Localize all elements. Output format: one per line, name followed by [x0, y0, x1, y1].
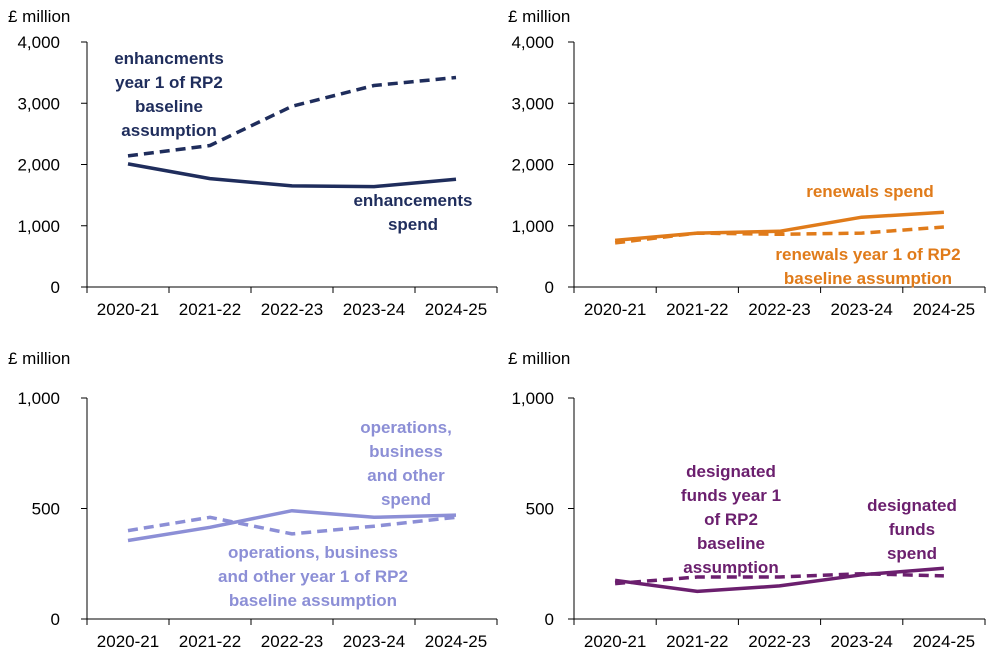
y-tick-label: 3,000 [511, 94, 554, 113]
y-tick-label: 0 [51, 278, 60, 297]
x-tick-label: 2021-22 [666, 300, 728, 319]
y-axis-unit-label: £ million [508, 7, 570, 26]
y-tick-label: 0 [545, 278, 554, 297]
y-tick-label: 4,000 [511, 33, 554, 52]
x-tick-label: 2024-25 [913, 632, 975, 651]
y-tick-label: 1,000 [511, 217, 554, 236]
series-annotation-label: operations, business and other year 1 of … [218, 543, 408, 610]
series-line-spend [127, 162, 457, 189]
series-line-baseline-assumption [127, 515, 457, 536]
series-annotation-label: renewals spend [806, 182, 934, 201]
x-tick-label: 2022-23 [748, 632, 810, 651]
series-annotation-label: enhancements spend [353, 191, 472, 234]
chart-panel-3: £ million 0 500 1,000 2020-21 2021-22 2022-23 2… [8, 349, 498, 651]
x-tick-label: 2023-24 [343, 300, 405, 319]
chart-panel-1: £ million 0 1,000 2,000 3,000 4,000 2020-21 202… [8, 7, 498, 319]
x-tick-label: 2020-21 [97, 300, 159, 319]
x-tick-label: 2021-22 [179, 632, 241, 651]
series-annotation-label: operations, business and other spend [360, 418, 452, 509]
x-tick-label: 2023-24 [343, 632, 405, 651]
y-tick-label: 500 [526, 500, 554, 519]
y-tick-label: 1,000 [17, 389, 60, 408]
series-annotation-label: designated funds spend [867, 496, 957, 563]
series-line-baseline-assumption [127, 75, 457, 158]
y-tick-label: 1,000 [511, 389, 554, 408]
x-tick-label: 2021-22 [666, 632, 728, 651]
x-tick-label: 2022-23 [748, 300, 810, 319]
y-tick-label: 1,000 [17, 217, 60, 236]
y-tick-label: 2,000 [511, 156, 554, 175]
series-line-baseline-assumption [614, 571, 944, 586]
series-annotation-label: renewals year 1 of RP2 baseline assumptio… [775, 245, 960, 288]
series-line-spend [127, 508, 457, 543]
x-tick-label: 2024-25 [425, 632, 487, 651]
chart-panel-2: £ million 0 1,000 2,000 3,000 4,000 2020-21 202… [508, 7, 986, 319]
x-tick-label: 2022-23 [261, 632, 323, 651]
y-axis-unit-label: £ million [8, 349, 70, 368]
x-tick-label: 2020-21 [584, 632, 646, 651]
x-tick-label: 2024-25 [425, 300, 487, 319]
x-tick-label: 2023-24 [831, 632, 893, 651]
y-tick-label: 4,000 [17, 33, 60, 52]
x-tick-label: 2024-25 [913, 300, 975, 319]
y-tick-label: 3,000 [17, 94, 60, 113]
x-tick-label: 2020-21 [584, 300, 646, 319]
series-annotation-label: enhancments year 1 of RP2 baseline assumpti… [114, 49, 224, 140]
y-tick-label: 500 [32, 500, 60, 519]
y-axis-unit-label: £ million [8, 7, 70, 26]
x-tick-label: 2022-23 [261, 300, 323, 319]
series-annotation-label: designated funds year 1 of RP2 baseline assu… [681, 462, 781, 577]
series-line-spend [614, 566, 945, 594]
x-tick-label: 2021-22 [179, 300, 241, 319]
y-tick-label: 2,000 [17, 156, 60, 175]
y-tick-label: 0 [51, 610, 60, 629]
series-line-baseline-assumption [614, 225, 945, 245]
x-tick-label: 2020-21 [97, 632, 159, 651]
y-tick-label: 0 [545, 610, 554, 629]
y-axis-unit-label: £ million [508, 349, 570, 368]
chart-panel-4: £ million 0 500 1,000 2020-21 2021-22 2022-23 2… [508, 349, 986, 651]
x-tick-label: 2023-24 [831, 300, 893, 319]
